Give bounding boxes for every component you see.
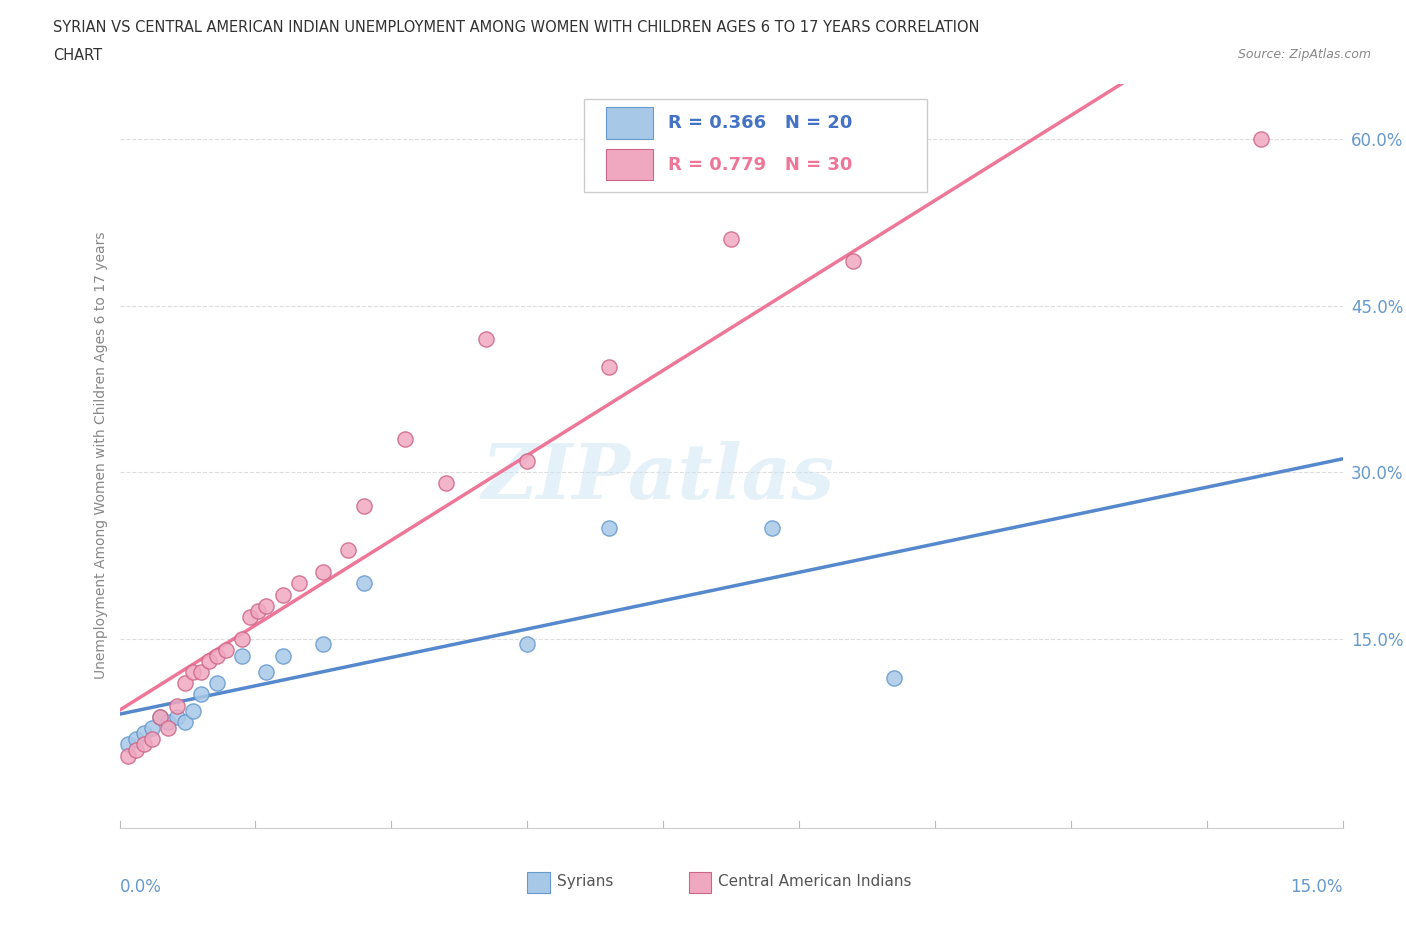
Point bbox=[157, 721, 180, 736]
Point bbox=[198, 654, 221, 669]
Bar bbox=[606, 107, 652, 139]
Point bbox=[141, 731, 163, 746]
Point bbox=[353, 498, 375, 513]
Text: 15.0%: 15.0% bbox=[1291, 878, 1343, 896]
Point bbox=[312, 637, 335, 652]
Point bbox=[190, 687, 212, 702]
Point bbox=[207, 648, 229, 663]
Point bbox=[598, 359, 620, 374]
Point bbox=[173, 715, 195, 730]
Point bbox=[516, 637, 538, 652]
Point bbox=[181, 704, 204, 719]
Point bbox=[117, 748, 139, 763]
Point bbox=[394, 432, 416, 446]
Point bbox=[842, 254, 865, 269]
Text: SYRIAN VS CENTRAL AMERICAN INDIAN UNEMPLOYMENT AMONG WOMEN WITH CHILDREN AGES 6 : SYRIAN VS CENTRAL AMERICAN INDIAN UNEMPL… bbox=[53, 20, 980, 35]
Text: 0.0%: 0.0% bbox=[120, 878, 162, 896]
Point bbox=[254, 598, 277, 613]
Point bbox=[231, 648, 253, 663]
Point bbox=[173, 676, 195, 691]
Text: Source: ZipAtlas.com: Source: ZipAtlas.com bbox=[1237, 48, 1371, 61]
Point bbox=[141, 721, 163, 736]
Point bbox=[271, 648, 294, 663]
Point bbox=[336, 542, 359, 557]
Point bbox=[125, 731, 148, 746]
Point bbox=[598, 521, 620, 536]
Point bbox=[132, 726, 155, 741]
Point bbox=[125, 742, 148, 757]
Text: Syrians: Syrians bbox=[557, 874, 613, 889]
Text: ZIPatlas: ZIPatlas bbox=[481, 441, 834, 515]
FancyBboxPatch shape bbox=[585, 99, 927, 192]
Point bbox=[254, 665, 277, 680]
Point bbox=[475, 332, 498, 347]
Y-axis label: Unemployment Among Women with Children Ages 6 to 17 years: Unemployment Among Women with Children A… bbox=[94, 232, 108, 680]
Point bbox=[166, 710, 188, 724]
Point bbox=[761, 521, 783, 536]
Point bbox=[516, 454, 538, 469]
Point bbox=[190, 665, 212, 680]
Point bbox=[166, 698, 188, 713]
Point bbox=[157, 715, 180, 730]
Point bbox=[883, 671, 905, 685]
Text: CHART: CHART bbox=[53, 48, 103, 63]
Point bbox=[117, 737, 139, 751]
Point bbox=[247, 604, 270, 618]
Text: R = 0.366   N = 20: R = 0.366 N = 20 bbox=[668, 114, 852, 132]
Point bbox=[720, 232, 742, 246]
Point bbox=[239, 609, 262, 624]
Point bbox=[132, 737, 155, 751]
Point bbox=[214, 643, 236, 658]
Point bbox=[149, 710, 172, 724]
Bar bbox=[606, 149, 652, 180]
Point bbox=[271, 587, 294, 602]
Point bbox=[353, 576, 375, 591]
Point bbox=[207, 676, 229, 691]
Point bbox=[434, 476, 457, 491]
Point bbox=[231, 631, 253, 646]
Text: Central American Indians: Central American Indians bbox=[718, 874, 912, 889]
Point bbox=[149, 710, 172, 724]
Point bbox=[312, 565, 335, 579]
Point bbox=[181, 665, 204, 680]
Point bbox=[1250, 132, 1272, 147]
Text: R = 0.779   N = 30: R = 0.779 N = 30 bbox=[668, 156, 852, 174]
Point bbox=[288, 576, 311, 591]
